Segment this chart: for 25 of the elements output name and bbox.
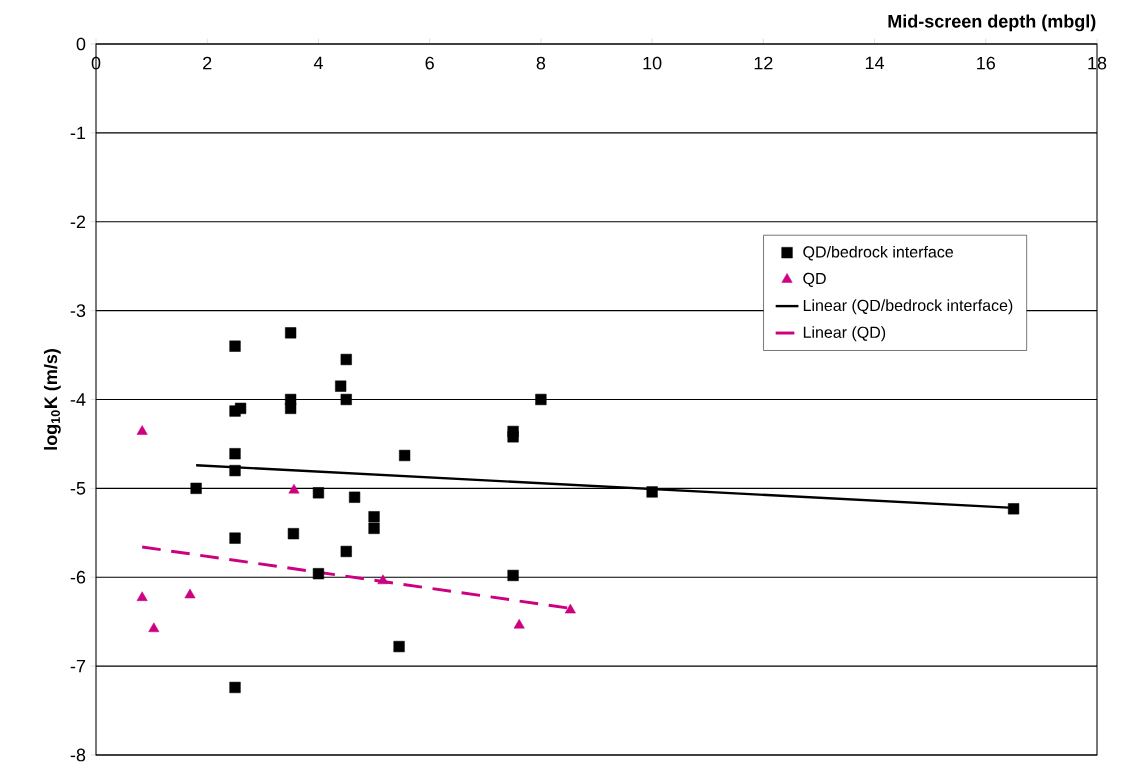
x-tick-label: 0 — [91, 56, 101, 70]
x-tick-label: 12 — [754, 56, 773, 70]
x-tick-label: 18 — [1088, 56, 1107, 70]
legend-label: Linear (QD) — [803, 326, 886, 342]
y-tick-label: -8 — [70, 748, 86, 762]
x-tick-label: 10 — [643, 56, 662, 70]
legend-label: Linear (QD/bedrock interface) — [803, 299, 1013, 315]
y-tick-label: -3 — [70, 304, 86, 317]
y-axis-title: log$_{10}$K (m/s) — [43, 349, 61, 450]
x-tick-label: 16 — [977, 56, 995, 70]
y-tick-label: -1 — [70, 126, 86, 140]
x-tick-label: 14 — [865, 56, 885, 70]
legend-label: QD/bedrock interface — [803, 245, 953, 261]
y-tick-label: -5 — [70, 482, 86, 495]
y-tick-label: -7 — [70, 659, 86, 673]
x-tick-label: 2 — [203, 56, 212, 70]
x-tick-label: 6 — [425, 56, 434, 70]
y-tick-label: -6 — [70, 570, 86, 584]
y-tick-label: 0 — [76, 37, 86, 51]
x-axis-title: Mid-screen depth (mbgl) — [888, 14, 1096, 32]
y-tick-label: -2 — [70, 215, 86, 229]
legend-label: QD — [803, 272, 826, 287]
y-tick-label: -4 — [70, 393, 86, 406]
x-tick-label: 4 — [313, 56, 323, 70]
x-tick-label: 8 — [536, 56, 546, 70]
